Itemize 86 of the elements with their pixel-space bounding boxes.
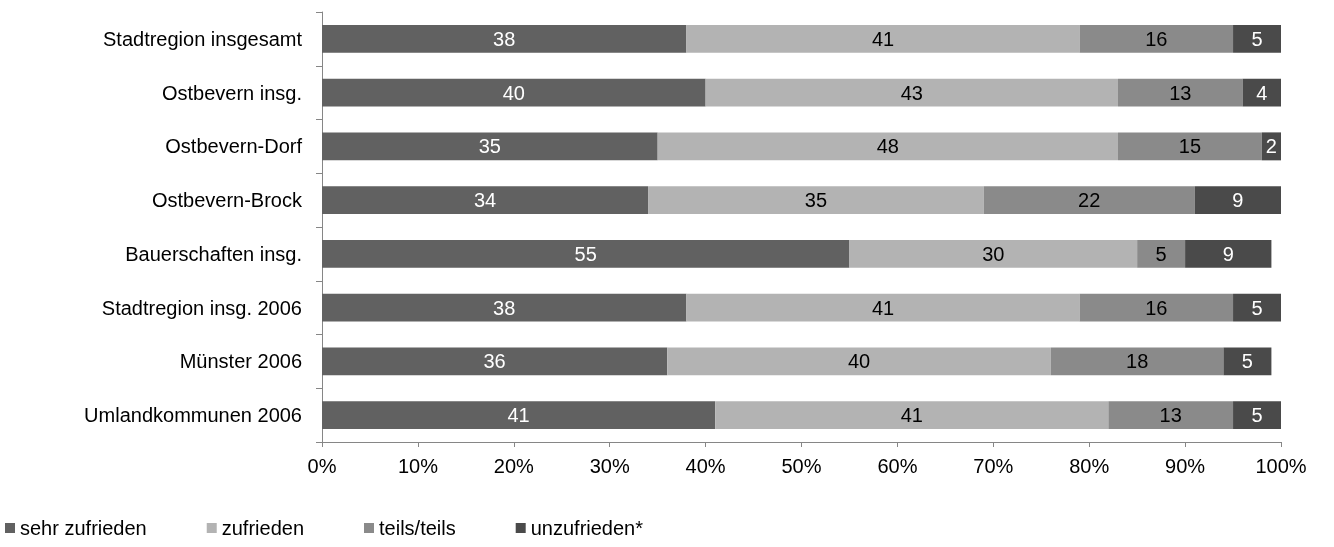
x-tick-label: 70% [973,455,1014,477]
bar [705,78,1118,107]
legend-label: unzufrieden* [530,517,644,539]
data-label: 5 [1251,296,1263,319]
bar [1194,186,1281,215]
x-tick-label: 20% [493,455,535,477]
bar [322,401,716,430]
data-label: 13 [1159,404,1182,427]
data-label: 41 [871,296,895,319]
data-label: 16 [1145,296,1168,319]
bar [322,186,649,215]
data-label: 55 [574,242,597,265]
data-label: 41 [507,404,530,427]
x-tick-label: 10% [397,455,439,477]
x-tick-label: 100% [1255,455,1307,477]
bar [983,186,1195,215]
data-label: 2 [1265,135,1277,158]
x-tick-label: 0% [307,455,337,477]
bar [1079,24,1234,53]
data-label: 35 [804,189,828,212]
data-label: 13 [1169,81,1192,104]
bar [1137,239,1186,268]
data-label: 18 [1126,350,1149,373]
bar [1233,401,1281,430]
data-label: 35 [478,135,501,158]
bar [322,293,687,322]
data-label: 38 [493,296,516,319]
bar [657,132,1118,161]
bar [849,239,1138,268]
bar [686,293,1080,322]
bar [1233,293,1281,322]
bar [322,239,850,268]
legend-label: sehr zufrieden [20,517,147,539]
data-label: 9 [1232,189,1244,212]
x-tick-label: 80% [1069,455,1110,477]
legend-label: teils/teils [379,517,456,539]
x-tick-label: 50% [781,455,822,477]
data-label: 22 [1078,189,1101,212]
y-tick-label: Ostbevern-Dorf [165,135,303,158]
bar [1223,347,1272,376]
data-label: 48 [876,135,899,158]
legend-label: zufrieden [221,517,305,539]
data-label: 15 [1178,135,1202,158]
data-label: 9 [1222,242,1234,265]
data-label: 4 [1256,81,1268,104]
x-tick-label: 30% [589,455,630,477]
bar [1185,239,1272,268]
y-tick-label: Münster 2006 [179,350,302,373]
data-label: 5 [1251,27,1263,50]
y-tick-label: Stadtregion insgesamt [102,27,303,50]
bar [1108,401,1234,430]
bar [322,132,658,161]
bar [715,401,1109,430]
bar [322,78,706,107]
data-label: 40 [847,350,871,373]
data-label: 41 [900,404,923,427]
bar [686,24,1080,53]
bar [1117,132,1262,161]
y-tick-label: Ostbevern-Brock [151,189,303,212]
bar [1079,293,1234,322]
y-tick-label: Umlandkommunen 2006 [84,404,302,427]
x-tick-label: 90% [1165,455,1206,477]
bar [667,347,1051,376]
data-label: 43 [900,81,923,104]
y-tick-label: Ostbevern insg. [161,81,302,104]
data-label: 5 [1155,242,1167,265]
bar [1242,78,1281,107]
bar [322,347,668,376]
x-tick-label: 40% [685,455,726,477]
x-tick-label: 60% [877,455,918,477]
data-label: 40 [502,81,525,104]
data-label: 38 [493,27,516,50]
data-label: 34 [473,189,497,212]
data-label: 16 [1145,27,1168,50]
data-label: 5 [1251,404,1263,427]
bar [648,186,984,215]
bar [1233,24,1281,53]
bar [1117,78,1243,107]
data-label: 41 [871,27,895,50]
y-tick-label: Stadtregion insg. 2006 [101,296,302,319]
data-label: 30 [982,242,1005,265]
data-label: 36 [483,350,506,373]
bar [322,24,687,53]
data-label: 5 [1241,350,1253,373]
y-tick-label: Bauerschaften insg. [125,242,302,265]
bar [1050,347,1224,376]
